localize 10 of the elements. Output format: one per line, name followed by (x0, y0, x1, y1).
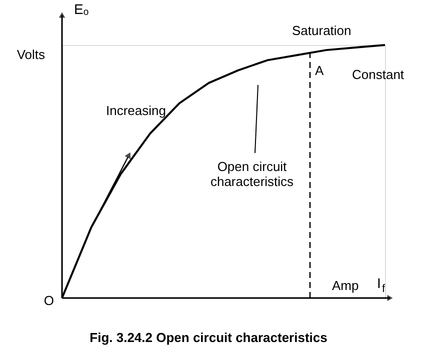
text: Volts (16, 47, 46, 62)
text: Fig. 3.24.2 Open circuit characteristics (90, 330, 328, 345)
annotation: Open circuit characteristics (210, 159, 294, 189)
annotation: Constant (352, 67, 404, 82)
annotation: Amp (332, 278, 359, 293)
y-axis-title: Eₒ (74, 1, 89, 17)
annotation: A (315, 63, 324, 78)
annotation: Increasing (106, 103, 166, 118)
text: O (44, 293, 54, 308)
text: Saturation (292, 23, 352, 38)
